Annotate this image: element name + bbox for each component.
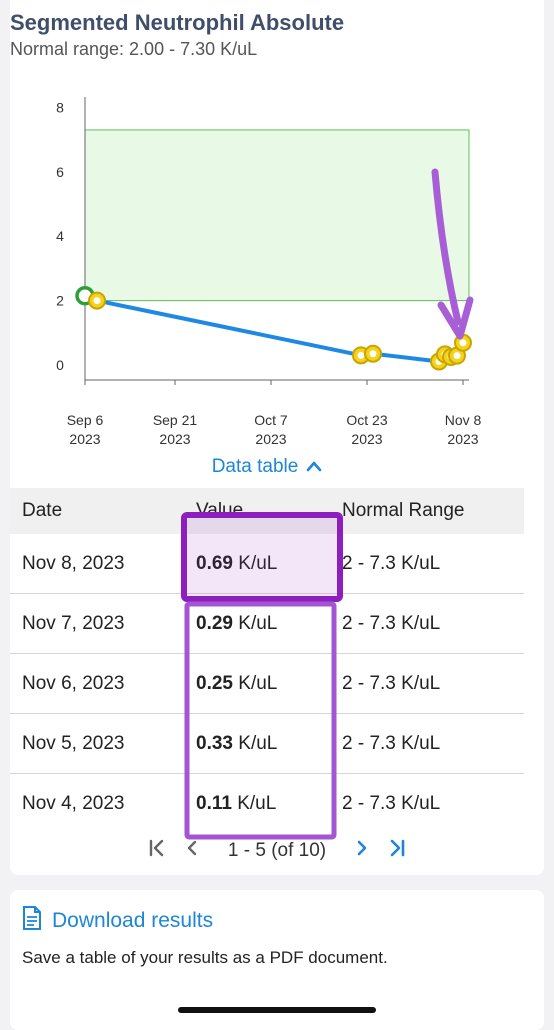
page-title: Segmented Neutrophil Absolute <box>10 10 345 35</box>
row-range: 2 - 7.3 K/uL <box>330 534 524 594</box>
row-range: 2 - 7.3 K/uL <box>342 792 441 814</box>
row-date: Nov 8, 2023 <box>10 534 184 594</box>
page-indicator: 1 - 5 (of 10) <box>227 840 327 861</box>
row-value: 0.33 K/uL <box>184 713 330 774</box>
data-point-center <box>453 352 461 360</box>
table-row: Nov 4, 2023 0.11 K/uL 2 - 7.3 K/uL <box>10 774 524 834</box>
table-row: Nov 5, 2023 0.33 K/uL 2 - 7.3 K/uL <box>10 713 524 774</box>
x-tick-label: Oct 23 <box>346 412 387 428</box>
data-point-center <box>369 350 377 358</box>
y-tick-label: 4 <box>56 228 64 244</box>
last-page-icon[interactable] <box>387 838 407 864</box>
x-tick-year: 2023 <box>447 431 478 447</box>
x-tick-label: Oct 7 <box>254 412 288 428</box>
home-indicator <box>178 1007 376 1013</box>
row-value: 0.11 K/uL <box>196 792 277 814</box>
data-table-toggle-label: Data table <box>211 456 299 477</box>
x-tick-label: Sep 6 <box>67 412 104 428</box>
next-page-icon[interactable] <box>355 838 369 864</box>
x-tick-label: Sep 21 <box>153 412 198 428</box>
download-description: Save a table of your results as a PDF do… <box>22 948 388 967</box>
row-range: 2 - 7.3 K/uL <box>330 593 524 654</box>
trend-chart: 8 6 4 2 0 Sep 6 2023 Sep 21 2023 Oct 7 2023 Oct 23 2… <box>56 97 482 447</box>
download-card: Download results Save a table of your re… <box>10 890 544 1030</box>
table-row: Nov 6, 2023 0.25 K/uL 2 - 7.3 K/uL <box>10 653 524 714</box>
chevron-up-icon <box>306 456 322 477</box>
row-date: Nov 7, 2023 <box>10 593 184 654</box>
range-column-header: Normal Range <box>330 488 524 534</box>
pagination: 1 - 5 (of 10) <box>0 838 554 864</box>
table-header-row: Date Value Normal Range <box>10 488 524 534</box>
row-date: Nov 5, 2023 <box>10 713 184 774</box>
row-value: 0.69 K/uL <box>184 534 330 594</box>
data-point-center <box>459 339 467 347</box>
row-range: 2 - 7.3 K/uL <box>330 653 524 714</box>
x-tick-year: 2023 <box>255 431 286 447</box>
row-value: 0.25 K/uL <box>184 653 330 714</box>
y-tick-label: 8 <box>56 99 64 115</box>
y-tick-label: 0 <box>56 357 64 373</box>
value-column-header: Value <box>184 488 330 534</box>
x-tick-year: 2023 <box>351 431 382 447</box>
normal-range-band <box>84 129 470 302</box>
row-date: Nov 4, 2023 <box>22 792 125 814</box>
y-tick-label: 2 <box>56 293 64 309</box>
previous-page-icon[interactable] <box>185 838 199 864</box>
y-tick-label: 6 <box>56 164 64 180</box>
table-row: Nov 7, 2023 0.29 K/uL 2 - 7.3 K/uL <box>10 593 524 654</box>
download-row[interactable]: Download results <box>22 906 213 935</box>
document-icon <box>22 906 42 935</box>
table-row: Nov 8, 2023 0.69 K/uL 2 - 7.3 K/uL <box>10 534 524 594</box>
data-table-toggle[interactable]: Data table <box>0 456 534 478</box>
results-table: Date Value Normal Range Nov 8, 2023 0.69… <box>10 488 524 833</box>
row-range: 2 - 7.3 K/uL <box>330 713 524 774</box>
series-line <box>84 293 465 364</box>
download-results-link[interactable]: Download results <box>52 908 214 932</box>
x-tick-year: 2023 <box>159 431 190 447</box>
normal-range-subtitle: Normal range: 2.00 - 7.30 K/uL <box>10 39 258 59</box>
data-point-center <box>93 297 101 305</box>
first-page-icon[interactable] <box>147 838 167 864</box>
row-value: 0.29 K/uL <box>184 593 330 654</box>
x-tick-year: 2023 <box>69 431 100 447</box>
date-column-header: Date <box>10 488 184 534</box>
data-point-center <box>357 351 365 359</box>
row-date: Nov 6, 2023 <box>10 653 184 714</box>
x-tick-label: Nov 8 <box>445 412 482 428</box>
